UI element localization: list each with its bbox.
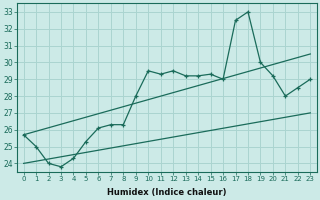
X-axis label: Humidex (Indice chaleur): Humidex (Indice chaleur) [107,188,227,197]
